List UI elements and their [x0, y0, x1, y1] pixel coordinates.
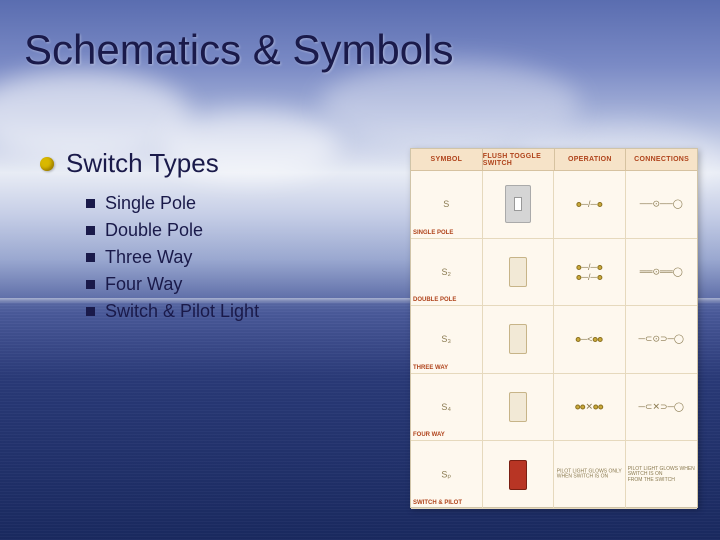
operation-diagram-icon: ─< [576, 334, 603, 344]
connection-diagram-icon: ══⊙══◯ [640, 266, 683, 277]
list-item-label: Double Pole [105, 220, 203, 241]
switch-body-icon [509, 257, 527, 287]
chart-cell-operation: ✕ [554, 374, 626, 442]
chart-cell-symbol: S SINGLE POLE [411, 171, 483, 239]
chart-cell-switch [483, 306, 555, 374]
bullet-square-icon [86, 226, 95, 235]
list-item: Four Way [86, 274, 400, 295]
operation-diagram-icon: ─/──/─ [577, 262, 602, 282]
switch-plate-icon [505, 185, 531, 223]
list-item-label: Single Pole [105, 193, 196, 214]
list-item: Switch & Pilot Light [86, 301, 400, 322]
connection-diagram-icon: ─⊂✕⊃─◯ [639, 402, 684, 413]
bullet-square-icon [86, 199, 95, 208]
row-label: SINGLE POLE [413, 230, 453, 236]
operation-note: PILOT LIGHT GLOWS ONLYWHEN SWITCH IS ON [557, 469, 622, 480]
bullet-dot-icon [40, 157, 54, 171]
switch-chart-figure: SYMBOL FLUSH TOGGLE SWITCH OPERATION CON… [410, 148, 698, 508]
chart-cell-operation: ─< [554, 306, 626, 374]
bullet-square-icon [86, 253, 95, 262]
symbol-text: S₂ [442, 267, 452, 277]
chart-header-cell: FLUSH TOGGLE SWITCH [483, 149, 555, 171]
bullet-square-icon [86, 307, 95, 316]
list-item-label: Switch & Pilot Light [105, 301, 259, 322]
chart-header-cell: SYMBOL [411, 149, 483, 171]
switch-body-icon [509, 324, 527, 354]
chart-cell-operation: ─/─ [554, 171, 626, 239]
list-item: Three Way [86, 247, 400, 268]
row-label: FOUR WAY [413, 432, 445, 438]
chart-cell-symbol: Sₚ SWITCH & PILOT [411, 441, 483, 509]
connection-note: PILOT LIGHT GLOWS WHENSWITCH IS ONFROM T… [628, 466, 695, 483]
connection-diagram-icon: ─⊂⊙⊃─◯ [639, 334, 684, 345]
chart-cell-connections: PILOT LIGHT GLOWS WHENSWITCH IS ONFROM T… [626, 441, 698, 509]
content-block: Switch Types Single Pole Double Pole Thr… [40, 148, 400, 328]
list-item-label: Four Way [105, 274, 182, 295]
sub-list: Single Pole Double Pole Three Way Four W… [86, 193, 400, 322]
symbol-text: S [443, 199, 449, 209]
list-item: Single Pole [86, 193, 400, 214]
switch-body-pilot-icon [509, 460, 527, 490]
list-item: Double Pole [86, 220, 400, 241]
chart-cell-switch [483, 239, 555, 307]
chart-cell-symbol: S₄ FOUR WAY [411, 374, 483, 442]
chart-header-cell: CONNECTIONS [626, 149, 697, 171]
chart-cell-connections: ──⊙──◯ [626, 171, 698, 239]
symbol-text: S₃ [441, 334, 451, 344]
slide: Schematics & Symbols Switch Types Single… [0, 0, 720, 540]
symbol-text: S₄ [441, 402, 451, 412]
operation-diagram-icon: ─/─ [577, 199, 602, 209]
chart-cell-switch [483, 374, 555, 442]
chart-cell-connections: ─⊂⊙⊃─◯ [626, 306, 698, 374]
symbol-text: Sₚ [441, 469, 451, 480]
chart-cell-operation: ─/──/─ [554, 239, 626, 307]
chart-header-cell: OPERATION [555, 149, 627, 171]
row-label: DOUBLE POLE [413, 297, 456, 303]
row-label: THREE WAY [413, 365, 448, 371]
chart-cell-connections: ─⊂✕⊃─◯ [626, 374, 698, 442]
chart-cell-connections: ══⊙══◯ [626, 239, 698, 307]
chart-cell-symbol: S₂ DOUBLE POLE [411, 239, 483, 307]
list-item-label: Three Way [105, 247, 192, 268]
heading-row: Switch Types [40, 148, 400, 179]
operation-diagram-icon: ✕ [575, 402, 603, 413]
chart-cell-switch [483, 171, 555, 239]
row-label: SWITCH & PILOT [413, 500, 462, 506]
chart-grid: S SINGLE POLE ─/─ ──⊙──◯ S₂ DOUBLE POLE … [411, 171, 697, 509]
chart-cell-switch [483, 441, 555, 509]
chart-cell-operation: PILOT LIGHT GLOWS ONLYWHEN SWITCH IS ON [554, 441, 626, 509]
chart-cell-symbol: S₃ THREE WAY [411, 306, 483, 374]
slide-title: Schematics & Symbols [24, 26, 453, 74]
connection-diagram-icon: ──⊙──◯ [640, 199, 683, 210]
heading-text: Switch Types [66, 148, 219, 179]
bullet-square-icon [86, 280, 95, 289]
switch-body-icon [509, 392, 527, 422]
chart-header-row: SYMBOL FLUSH TOGGLE SWITCH OPERATION CON… [411, 149, 697, 171]
